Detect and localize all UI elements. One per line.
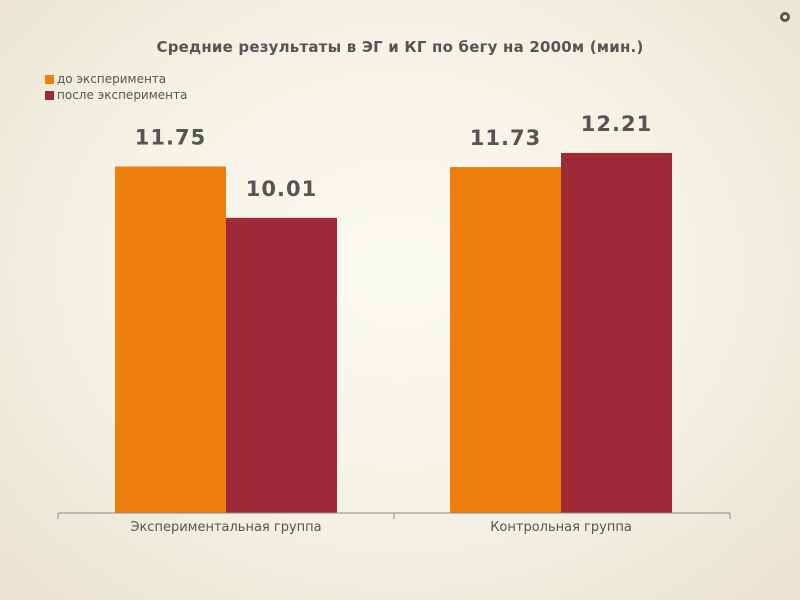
bar-after-1 xyxy=(561,152,672,513)
bar-before-0 xyxy=(115,166,226,513)
chart-title: Средние результаты в ЭГ и КГ по бегу на … xyxy=(156,38,644,56)
x-tick-label-0: Экспериментальная группа xyxy=(130,520,321,535)
x-tick-label-1: Контрольная группа xyxy=(490,520,632,535)
data-label-after-1: 12.21 xyxy=(581,112,652,136)
legend-label-after: после эксперимента xyxy=(57,88,188,102)
legend-swatch-before xyxy=(45,74,54,84)
bar-before-1 xyxy=(450,167,561,514)
data-label-after-0: 10.01 xyxy=(246,177,317,201)
bar-after-0 xyxy=(226,217,337,513)
legend-item-before: до эксперимента xyxy=(45,71,187,87)
legend-item-after: после эксперимента xyxy=(45,87,187,103)
slide-corner-ornament-icon xyxy=(780,12,790,22)
data-label-before-0: 11.75 xyxy=(135,125,206,149)
legend: до эксперимента после эксперимента xyxy=(45,71,187,103)
data-label-before-1: 11.73 xyxy=(470,126,541,150)
legend-label-before: до эксперимента xyxy=(57,72,167,86)
legend-swatch-after xyxy=(45,90,54,100)
